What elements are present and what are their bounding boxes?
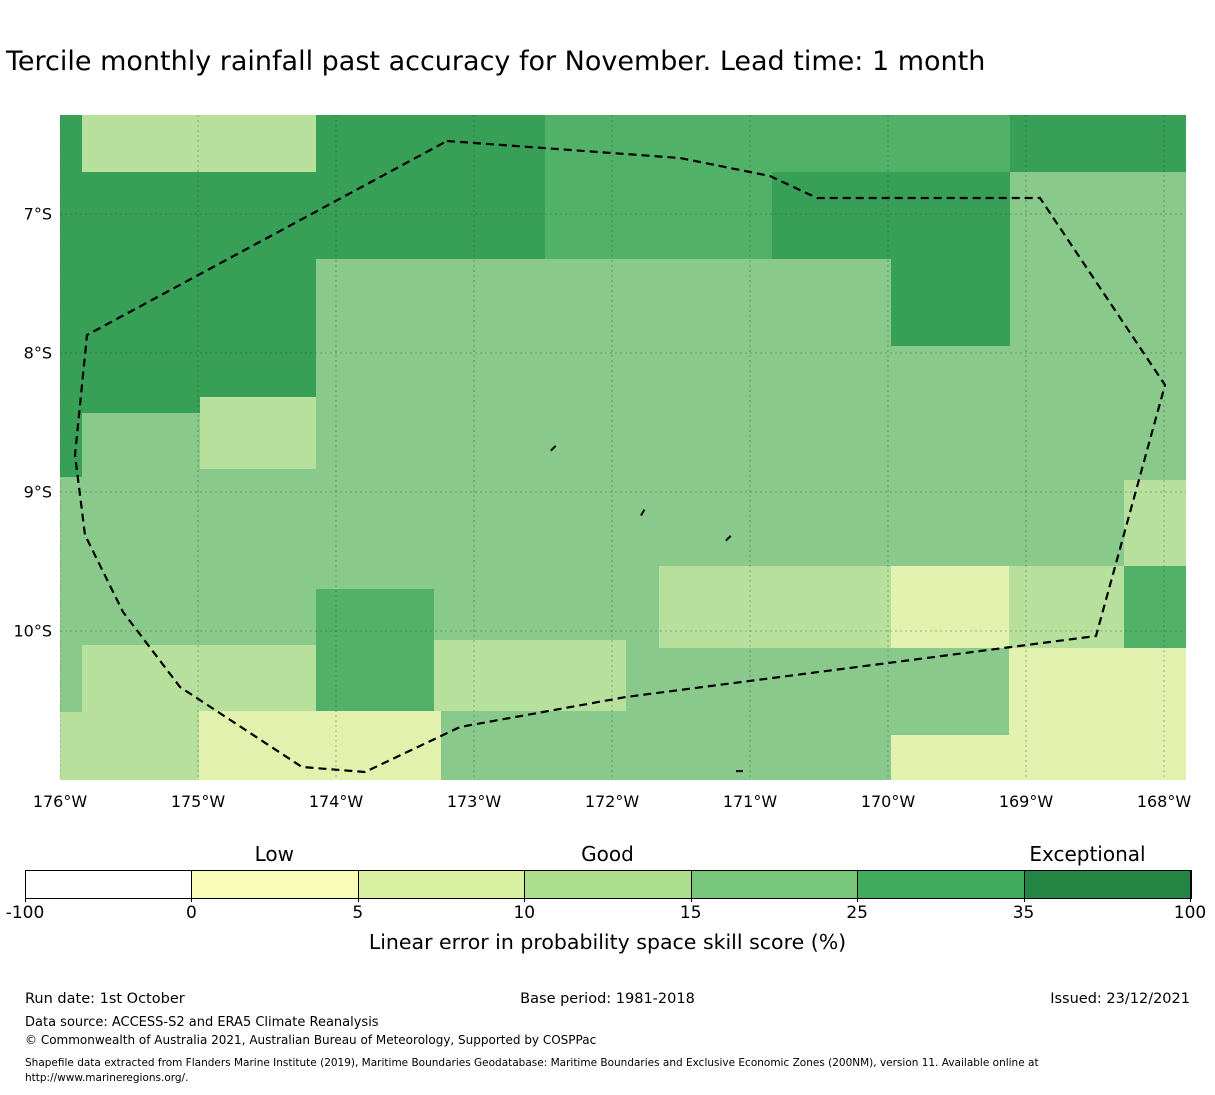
base-period-text: Base period: 1981-2018: [520, 991, 695, 1007]
colorbar-category-label: Low: [254, 842, 294, 866]
skill-cell: [60, 172, 316, 413]
lon-tick-label: 168°W: [1136, 792, 1192, 811]
colorbar-tick-label: 15: [679, 903, 702, 923]
skill-cell: [772, 172, 1010, 259]
skill-cell: [891, 735, 1009, 780]
colorbar-tick: [690, 871, 692, 902]
lat-tick-label: 10°S: [13, 621, 52, 641]
skill-cell: [200, 397, 316, 469]
skill-cell: [60, 712, 82, 780]
colorbar-axis-label: Linear error in probability space skill …: [368, 930, 847, 954]
colorbar-tick: [25, 871, 26, 902]
colorbar-tick: [357, 871, 359, 902]
colorbar-tick-label: 5: [352, 903, 364, 923]
lon-tick-label: 170°W: [860, 792, 916, 811]
colorbar-tick-label: 25: [846, 903, 868, 923]
lon-tick-label: 172°W: [584, 792, 640, 811]
skill-cell: [316, 589, 434, 711]
skill-cell: [434, 640, 626, 711]
colorbar-category-label: Good: [581, 842, 634, 866]
skill-cell: [891, 259, 1010, 346]
chart-title: Tercile monthly rainfall past accuracy f…: [6, 46, 986, 77]
colorbar-tick-label: 100: [1173, 903, 1207, 923]
colorbar: [25, 870, 1192, 899]
lon-tick-label: 171°W: [722, 792, 778, 811]
colorbar-tick: [857, 871, 859, 902]
island-mark: [736, 770, 743, 773]
colorbar-segment: [192, 871, 359, 898]
data-source-text: Data source: ACCESS-S2 and ERA5 Climate …: [25, 1015, 379, 1030]
lat-tick-label: 8°S: [23, 343, 52, 363]
skill-cell: [659, 566, 891, 648]
colorbar-segment: [525, 871, 692, 898]
eez-boundary: [73, 139, 1167, 774]
skill-cell: [1124, 566, 1186, 648]
map-plot: [60, 115, 1186, 780]
lat-tick-label: 7°S: [23, 204, 52, 224]
colorbar-tick: [1023, 871, 1025, 902]
lat-tick-label: 9°S: [23, 482, 52, 502]
lon-tick-label: 175°W: [170, 792, 226, 811]
colorbar-segment: [358, 871, 526, 898]
colorbar-segment: [691, 871, 859, 898]
colorbar-tick: [1190, 871, 1191, 902]
skill-cell: [316, 115, 545, 259]
colorbar-tick-label: 10: [513, 903, 536, 923]
skill-cell: [82, 115, 316, 172]
lon-tick-label: 174°W: [308, 792, 364, 811]
colorbar-tick-label: 0: [186, 903, 197, 923]
lon-tick-label: 176°W: [32, 792, 88, 811]
run-date-text: Run date: 1st October: [25, 991, 185, 1007]
shapefile-attribution-text: Shapefile data extracted from Flanders M…: [25, 1057, 1039, 1085]
skill-cell: [1009, 648, 1186, 780]
colorbar-tick: [524, 871, 526, 902]
island-mark: [725, 535, 732, 542]
island-mark: [550, 445, 557, 452]
issued-date-text: Issued: 23/12/2021: [1050, 991, 1190, 1007]
island-mark: [640, 508, 646, 517]
lon-tick-label: 169°W: [998, 792, 1054, 811]
skill-cell: [1010, 115, 1186, 172]
colorbar-tick: [191, 871, 193, 902]
colorbar-category-label: Exceptional: [1029, 842, 1146, 866]
map-overlay: [60, 115, 1186, 780]
lon-tick-label: 173°W: [446, 792, 502, 811]
colorbar-tick-label: -100: [5, 903, 45, 923]
skill-cell: [891, 566, 1009, 648]
copyright-text: © Commonwealth of Australia 2021, Austra…: [25, 1033, 597, 1047]
colorbar-tick-label: 35: [1012, 903, 1035, 923]
colorbar-segment: [858, 871, 1025, 898]
colorbar-segment: [26, 871, 193, 898]
skill-cell: [60, 115, 82, 172]
colorbar-segment: [1024, 871, 1191, 898]
